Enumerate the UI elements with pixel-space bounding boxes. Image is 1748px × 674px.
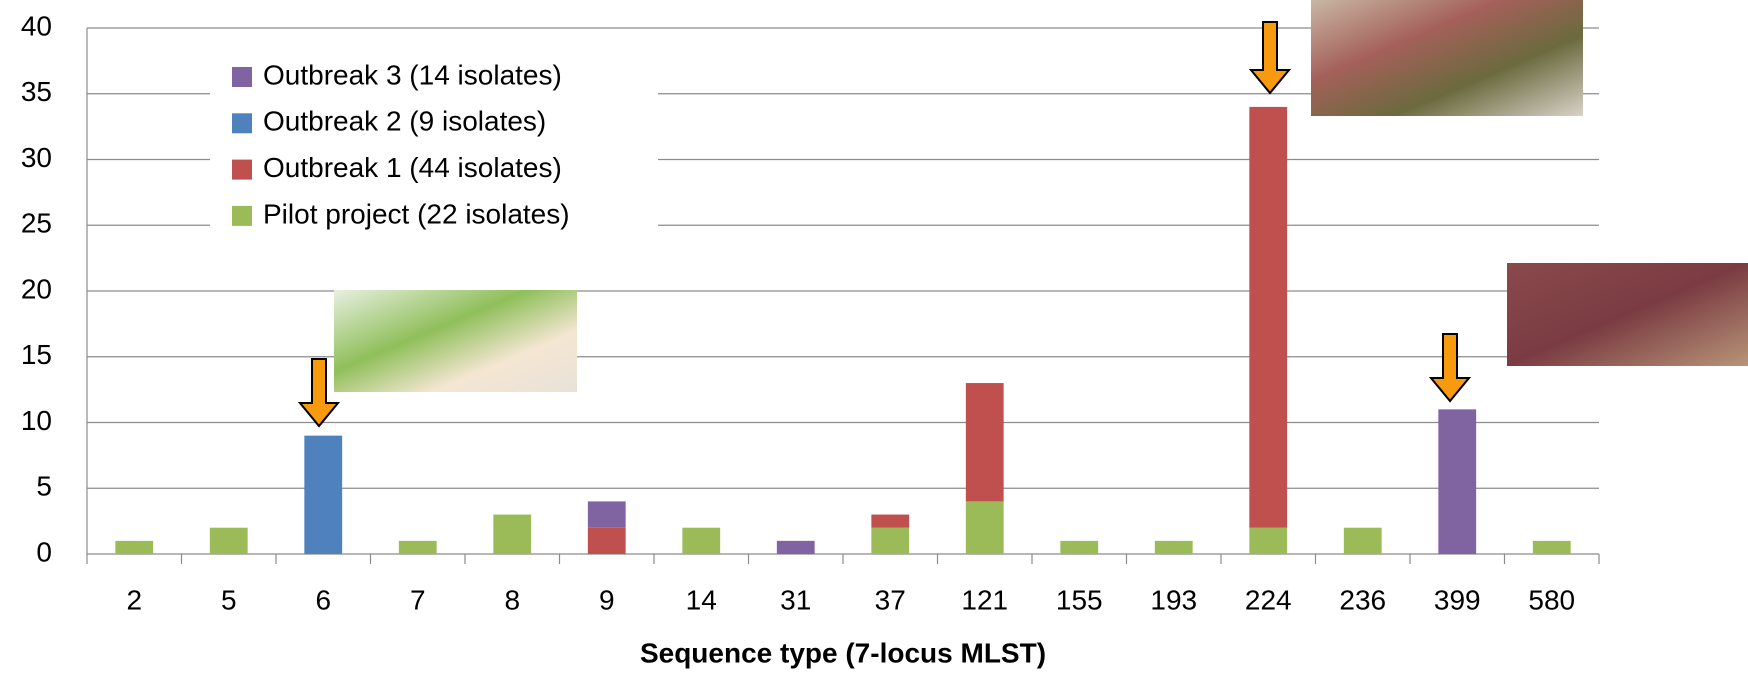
y-tick-label: 25 — [21, 208, 52, 239]
x-tick-label: 2 — [126, 584, 142, 615]
x-tick-label: 224 — [1245, 584, 1292, 615]
x-tick-label: 5 — [221, 584, 237, 615]
x-tick-label: 8 — [504, 584, 520, 615]
y-tick-label: 15 — [21, 339, 52, 370]
x-tick-label: 6 — [315, 584, 331, 615]
bar-segment — [871, 515, 909, 528]
arrow — [1251, 22, 1289, 93]
x-tick-label: 7 — [410, 584, 426, 615]
bar-segment — [1155, 541, 1193, 554]
bar-segment — [304, 436, 342, 554]
bar-segment — [682, 528, 720, 554]
bar-segment — [1533, 541, 1571, 554]
y-tick-label: 20 — [21, 273, 52, 304]
x-tick-label: 193 — [1150, 584, 1197, 615]
legend-label: Outbreak 3 (14 isolates) — [263, 59, 562, 90]
bar-segment — [493, 515, 531, 554]
food-photo — [334, 290, 577, 392]
x-tick-label: 14 — [686, 584, 717, 615]
x-tick-label: 9 — [599, 584, 615, 615]
bar-segment — [966, 501, 1004, 554]
bar-segment — [1249, 107, 1287, 528]
bar-segment — [1438, 409, 1476, 554]
y-tick-label: 30 — [21, 142, 52, 173]
legend-label: Pilot project (22 isolates) — [263, 198, 570, 229]
chart: 0510152025303540 25678914313712115519322… — [0, 0, 1748, 674]
bar-segment — [1344, 528, 1382, 554]
y-tick-label: 5 — [36, 471, 52, 502]
x-axis-title: Sequence type (7-locus MLST) — [640, 637, 1046, 668]
legend-swatch — [232, 206, 252, 226]
bar-segment — [399, 541, 437, 554]
bar-segment — [588, 501, 626, 527]
legend-swatch — [232, 113, 252, 133]
bar-segment — [588, 528, 626, 554]
bar-segment — [210, 528, 248, 554]
legend-swatch — [232, 160, 252, 180]
y-tick-label: 40 — [21, 10, 52, 41]
bar-segment — [871, 528, 909, 554]
legend-swatch — [232, 67, 252, 87]
legend-label: Outbreak 1 (44 isolates) — [263, 152, 562, 183]
y-tick-label: 35 — [21, 76, 52, 107]
y-tick-label: 10 — [21, 405, 52, 436]
x-tick-label: 399 — [1434, 584, 1481, 615]
food-photo — [1507, 263, 1748, 366]
food-photo — [1311, 0, 1583, 116]
bar-segment — [1249, 528, 1287, 554]
x-tick-label: 121 — [961, 584, 1008, 615]
bar-segment — [777, 541, 815, 554]
bar-segment — [1060, 541, 1098, 554]
x-tick-label: 37 — [875, 584, 906, 615]
arrow — [300, 359, 338, 426]
x-tick-label: 236 — [1339, 584, 1386, 615]
bar-segment — [966, 383, 1004, 501]
x-tick-label: 31 — [780, 584, 811, 615]
bar-segment — [115, 541, 153, 554]
arrow — [1431, 334, 1469, 401]
legend-label: Outbreak 2 (9 isolates) — [263, 106, 546, 137]
y-tick-label: 0 — [36, 536, 52, 567]
x-tick-label: 580 — [1528, 584, 1575, 615]
x-tick-label: 155 — [1056, 584, 1103, 615]
